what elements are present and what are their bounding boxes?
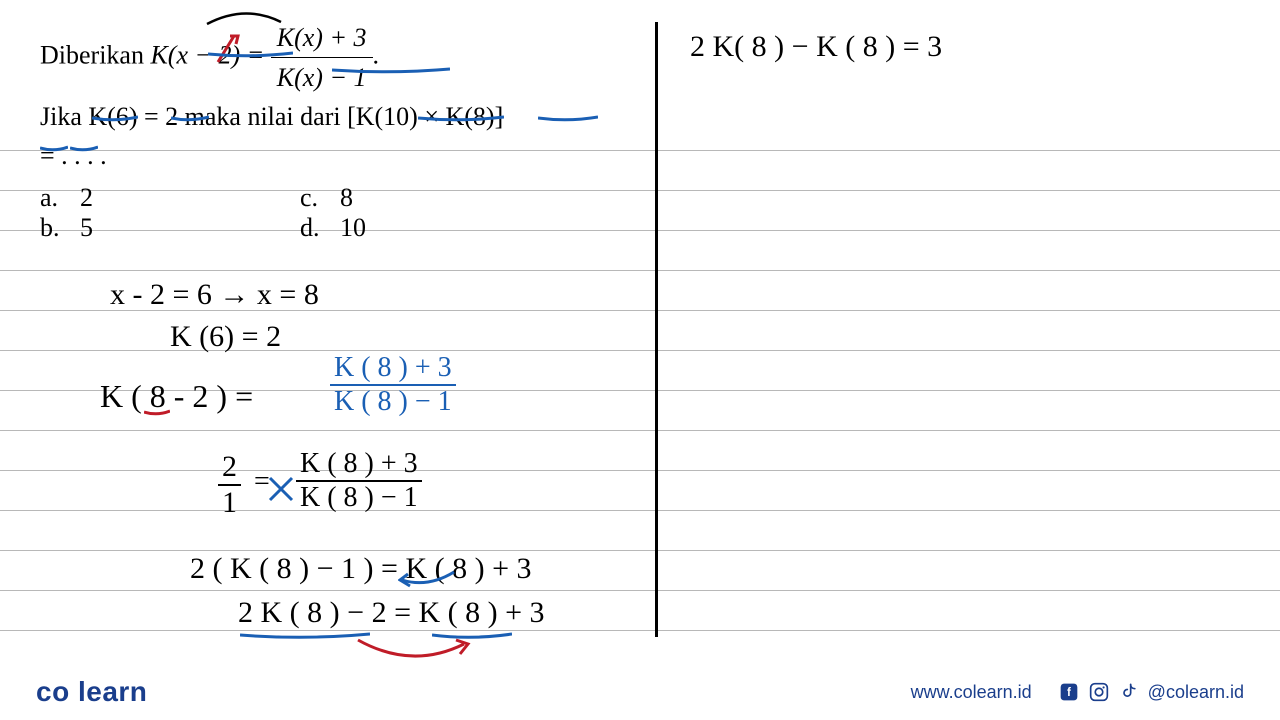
- blue-underline-7: [40, 144, 68, 152]
- hand-line3-frac: K ( 8 ) + 3 K ( 8 ) − 1: [330, 352, 456, 418]
- given-text: Diberikan: [40, 40, 150, 69]
- opt-c-letter: c.: [300, 183, 340, 213]
- hand-l4-lhs-num: 2: [218, 450, 241, 484]
- hand-line5: 2 ( K ( 8 ) − 1 ) = K ( 8 ) + 3: [190, 552, 532, 586]
- blue-arrow-l5: [398, 568, 458, 590]
- footer-handle: @colearn.id: [1148, 682, 1244, 703]
- footer: co learn www.colearn.id f @colearn.id: [0, 664, 1280, 720]
- red-curve-l6: [352, 636, 472, 666]
- opt-a-letter: a.: [40, 183, 80, 213]
- answer-options: a.2 c.8 b.5 d.10: [40, 183, 1240, 243]
- blue-underline-8: [70, 144, 98, 152]
- blue-underline-4: [171, 114, 209, 122]
- red-underline-8: [144, 408, 170, 416]
- svg-text:f: f: [1067, 686, 1071, 699]
- blue-underline-5: [418, 114, 504, 122]
- opt-a-val: 2: [80, 183, 120, 213]
- blue-underline-l6a: [240, 630, 370, 640]
- hand-line4-lhs: 2 1: [218, 450, 241, 520]
- instagram-icon: [1088, 681, 1110, 703]
- hand-right-line1: 2 K( 8 ) − K ( 8 ) = 3: [690, 30, 942, 64]
- opt-b-val: 5: [80, 213, 120, 243]
- brand-logo: co learn: [36, 676, 147, 708]
- blue-underline-6: [538, 114, 598, 122]
- social-icons: f @colearn.id: [1058, 681, 1244, 703]
- hand-line3-lhs: K ( 8 - 2 ) =: [100, 378, 253, 415]
- blue-underline-3: [92, 114, 138, 122]
- hand-line6: 2 K ( 8 ) − 2 = K ( 8 ) + 3: [238, 596, 545, 630]
- hand-line2: K (6) = 2: [170, 320, 281, 354]
- blue-underline-2: [332, 66, 450, 74]
- opt-c-val: 8: [340, 183, 380, 213]
- hand-l3-den: K ( 8 ) − 1: [330, 386, 456, 418]
- hand-l4-den: K ( 8 ) − 1: [296, 482, 422, 514]
- tiktok-icon: [1118, 681, 1140, 703]
- opt-d-letter: d.: [300, 213, 340, 243]
- hand-l3-num: K ( 8 ) + 3: [330, 352, 456, 384]
- facebook-icon: f: [1058, 681, 1080, 703]
- opt-d-val: 10: [340, 213, 380, 243]
- logo-learn: learn: [78, 676, 147, 707]
- blue-underline-1: [208, 50, 293, 58]
- logo-co: co: [36, 676, 70, 707]
- hand-l4-lhs-den: 1: [218, 486, 241, 520]
- curve-over-arg: [205, 8, 285, 28]
- hand-line1: x - 2 = 6 → x = 8: [110, 278, 319, 312]
- frac-numerator: K(x) + 3: [277, 23, 367, 52]
- opt-b-letter: b.: [40, 213, 80, 243]
- hand-line4-frac: K ( 8 ) + 3 K ( 8 ) − 1: [296, 448, 422, 514]
- blue-cross-icon: [268, 476, 294, 502]
- footer-url: www.colearn.id: [911, 682, 1032, 703]
- hand-l4-num: K ( 8 ) + 3: [296, 448, 422, 480]
